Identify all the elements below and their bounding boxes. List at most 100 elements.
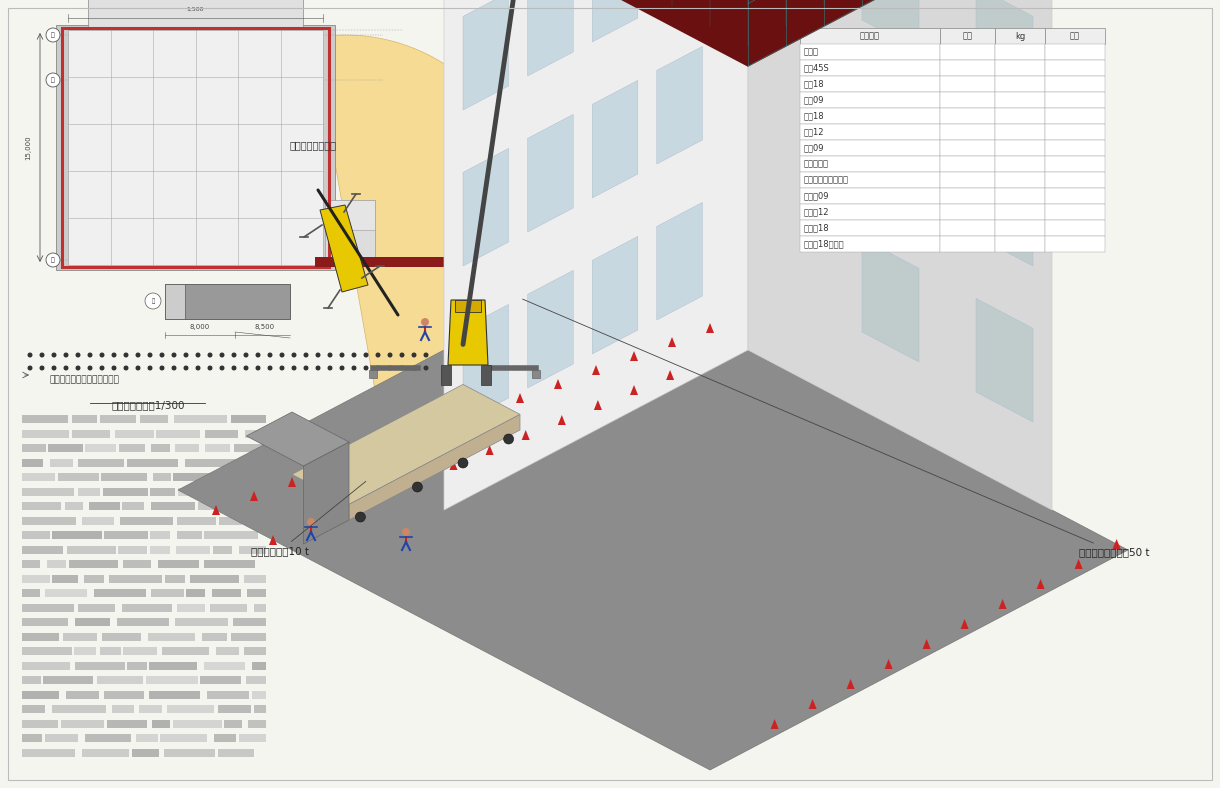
Bar bbox=[177, 604, 205, 611]
Circle shape bbox=[76, 366, 81, 370]
Bar bbox=[102, 633, 142, 641]
Circle shape bbox=[135, 366, 140, 370]
Bar bbox=[22, 589, 40, 597]
Polygon shape bbox=[863, 239, 919, 362]
Polygon shape bbox=[326, 463, 334, 473]
Polygon shape bbox=[464, 304, 509, 422]
Circle shape bbox=[88, 352, 93, 358]
Polygon shape bbox=[349, 414, 520, 520]
Bar bbox=[210, 604, 246, 611]
Circle shape bbox=[351, 352, 356, 358]
Bar bbox=[100, 415, 135, 423]
Bar bbox=[65, 502, 83, 510]
Bar bbox=[152, 473, 171, 481]
Circle shape bbox=[123, 366, 128, 370]
Bar bbox=[98, 676, 143, 684]
Bar bbox=[205, 444, 231, 452]
Bar bbox=[1046, 236, 1105, 252]
Bar bbox=[253, 661, 266, 670]
Bar bbox=[85, 444, 116, 452]
Text: 運送トラック10 t: 運送トラック10 t bbox=[250, 481, 366, 556]
Bar bbox=[245, 459, 266, 466]
Bar bbox=[84, 574, 104, 582]
Bar bbox=[22, 604, 74, 611]
Bar bbox=[165, 574, 185, 582]
Circle shape bbox=[111, 366, 116, 370]
Bar bbox=[52, 531, 102, 539]
Polygon shape bbox=[1075, 559, 1082, 569]
Bar bbox=[996, 204, 1046, 220]
Bar bbox=[159, 560, 199, 568]
Bar bbox=[52, 574, 78, 582]
Bar bbox=[167, 705, 214, 713]
Circle shape bbox=[403, 528, 410, 536]
Polygon shape bbox=[630, 385, 638, 395]
Bar bbox=[939, 28, 996, 44]
Bar bbox=[996, 156, 1046, 172]
Polygon shape bbox=[706, 323, 714, 333]
Polygon shape bbox=[1113, 539, 1121, 549]
Bar bbox=[22, 560, 40, 568]
Circle shape bbox=[411, 352, 416, 358]
Circle shape bbox=[364, 366, 368, 370]
Bar bbox=[177, 531, 203, 539]
Bar bbox=[101, 473, 146, 481]
Bar bbox=[139, 705, 162, 713]
Text: クレーン可動範囲: クレーン可動範囲 bbox=[290, 140, 337, 150]
Text: ラフタークレーン50 t: ラフタークレーン50 t bbox=[522, 299, 1149, 557]
Circle shape bbox=[51, 352, 56, 358]
Circle shape bbox=[304, 366, 309, 370]
Text: 支析45S: 支析45S bbox=[804, 64, 830, 72]
Circle shape bbox=[267, 366, 272, 370]
Bar bbox=[149, 690, 200, 698]
Bar bbox=[198, 502, 228, 510]
Bar bbox=[178, 488, 228, 496]
Bar bbox=[204, 531, 257, 539]
Bar bbox=[112, 705, 134, 713]
Circle shape bbox=[339, 352, 344, 358]
Bar bbox=[246, 676, 266, 684]
Polygon shape bbox=[592, 365, 600, 375]
Bar bbox=[1046, 124, 1105, 140]
Circle shape bbox=[207, 366, 212, 370]
Bar bbox=[212, 589, 242, 597]
Circle shape bbox=[195, 366, 200, 370]
Bar bbox=[224, 719, 242, 727]
Bar bbox=[204, 560, 255, 568]
Bar bbox=[120, 516, 173, 525]
Bar bbox=[127, 459, 178, 466]
Bar bbox=[72, 415, 98, 423]
Bar bbox=[174, 618, 228, 626]
Circle shape bbox=[63, 352, 68, 358]
Bar bbox=[135, 734, 159, 742]
Circle shape bbox=[145, 293, 161, 309]
Text: 足場板09: 足場板09 bbox=[804, 191, 830, 200]
Bar bbox=[207, 690, 249, 698]
Circle shape bbox=[327, 352, 333, 358]
Text: 支析18: 支析18 bbox=[804, 80, 825, 88]
Bar bbox=[122, 502, 144, 510]
Bar bbox=[22, 574, 50, 582]
Bar bbox=[1046, 28, 1105, 44]
Bar bbox=[151, 502, 195, 510]
Bar bbox=[22, 618, 68, 626]
Polygon shape bbox=[809, 699, 816, 709]
Bar bbox=[22, 647, 72, 655]
Bar bbox=[325, 200, 375, 260]
Bar bbox=[85, 734, 131, 742]
Text: ベース: ベース bbox=[804, 47, 819, 57]
Bar bbox=[996, 108, 1046, 124]
Circle shape bbox=[279, 352, 284, 358]
Bar bbox=[239, 734, 266, 742]
Circle shape bbox=[100, 352, 105, 358]
Circle shape bbox=[376, 352, 381, 358]
Bar bbox=[203, 633, 227, 641]
Bar bbox=[214, 734, 235, 742]
Text: 数量: 数量 bbox=[963, 32, 972, 40]
Bar bbox=[163, 749, 215, 756]
Circle shape bbox=[423, 366, 428, 370]
Circle shape bbox=[244, 352, 249, 358]
Bar bbox=[231, 633, 266, 641]
Text: 手奩18: 手奩18 bbox=[804, 111, 825, 121]
Bar bbox=[204, 661, 245, 670]
